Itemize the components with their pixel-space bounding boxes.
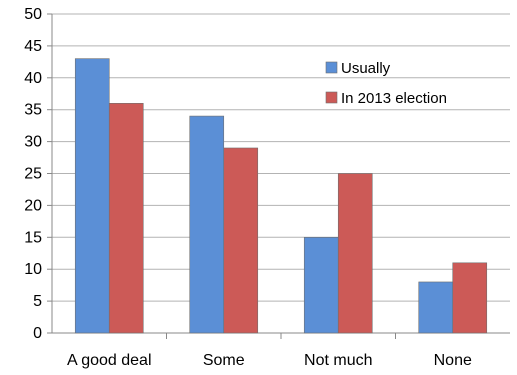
bar-usually xyxy=(74,58,110,334)
bar-in-2013-election xyxy=(108,103,144,334)
x-category-labels: A good deal Some Not much None xyxy=(67,352,472,369)
legend-label: Usually xyxy=(341,60,391,77)
legend-label: In 2013 election xyxy=(341,90,447,107)
bar-in-2013-election xyxy=(337,173,373,334)
bar-usually xyxy=(303,237,339,334)
legend: Usually In 2013 election xyxy=(325,60,447,107)
x-category-label: A good deal xyxy=(67,352,152,369)
x-category-label: Some xyxy=(203,352,245,369)
x-category-label: None xyxy=(434,352,472,369)
bar-in-2013-election xyxy=(452,262,488,334)
legend-swatch xyxy=(325,91,338,104)
legend-swatch xyxy=(325,61,338,74)
y-tick-label: 30 xyxy=(24,134,42,151)
y-tick-label: 20 xyxy=(24,197,42,214)
x-category-label: Not much xyxy=(304,352,372,369)
y-tick-label: 10 xyxy=(24,261,42,278)
y-tick-labels: 0 5 10 15 20 25 30 35 40 45 50 xyxy=(24,6,42,342)
y-tick-label: 15 xyxy=(24,229,42,246)
y-tick-label: 35 xyxy=(24,102,42,119)
bar-usually xyxy=(189,115,225,334)
y-tick-label: 0 xyxy=(33,325,42,342)
bar-in-2013-election xyxy=(223,147,259,334)
y-tick-label: 25 xyxy=(24,166,42,183)
y-tick-label: 45 xyxy=(24,38,42,55)
bars xyxy=(74,58,488,334)
bar-usually xyxy=(418,281,454,334)
y-tick-label: 40 xyxy=(24,70,42,87)
y-tick-label: 50 xyxy=(24,6,42,23)
y-tick-label: 5 xyxy=(33,293,42,310)
